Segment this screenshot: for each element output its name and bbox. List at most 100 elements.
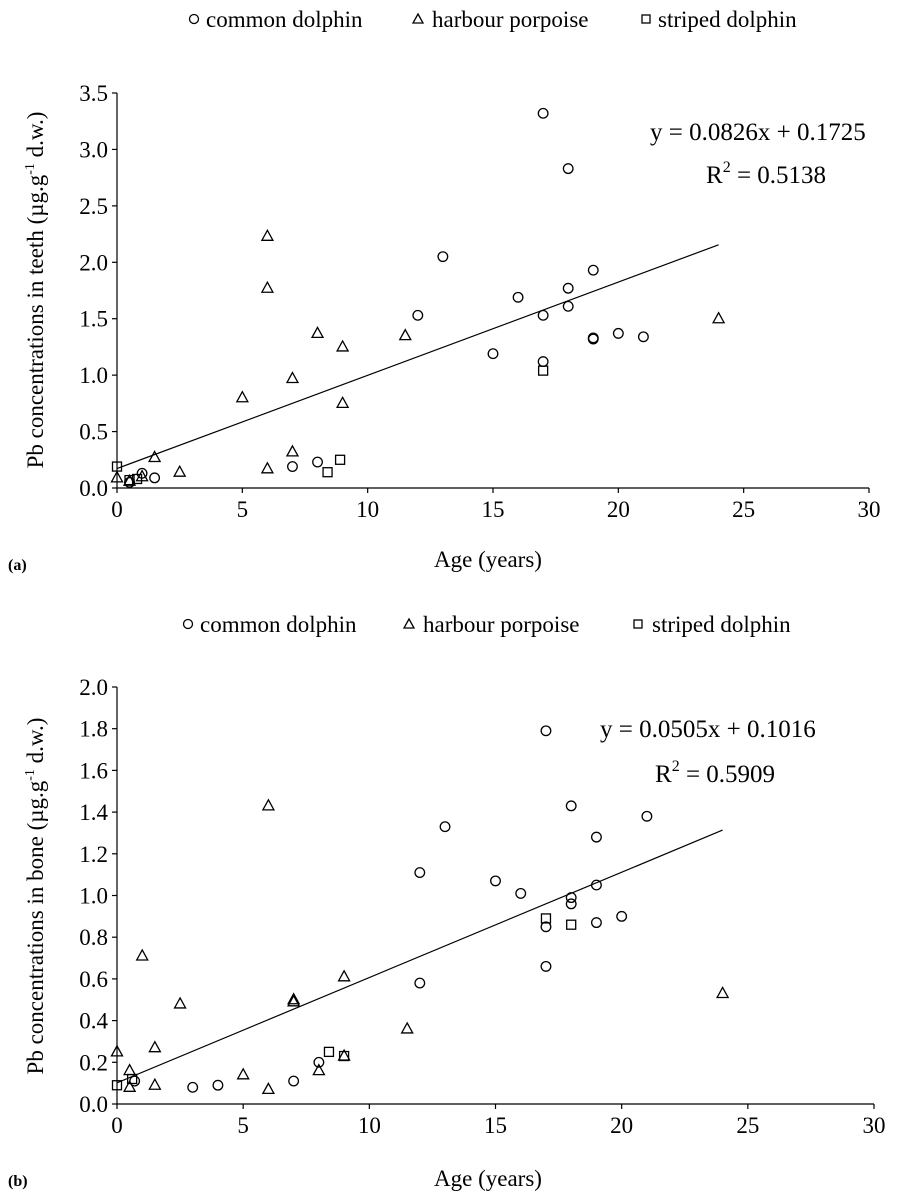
x-tick-label: 0 (111, 497, 123, 522)
panel-label-b: (b) (8, 1173, 28, 1190)
x-tick-label: 20 (610, 1113, 633, 1138)
point-common-dolphin (414, 867, 426, 879)
point-common-dolphin (616, 910, 628, 922)
point-common-dolphin (439, 821, 451, 833)
legend-marker-common-dolphin (182, 618, 194, 630)
point-striped-dolphin (111, 1080, 123, 1091)
legend-marker-harbour-porpoise (402, 617, 416, 629)
point-striped-dolphin (338, 1050, 350, 1062)
y-tick-label: 0.5 (79, 420, 108, 445)
point-harbour-porpoise (110, 1044, 124, 1057)
r-squared-a: R2 = 0.5138 (706, 159, 826, 189)
point-common-dolphin (565, 892, 577, 904)
point-common-dolphin (437, 251, 449, 263)
point-harbour-porpoise (123, 1063, 137, 1076)
x-tick-label: 10 (356, 497, 379, 522)
point-common-dolphin (540, 725, 552, 737)
panel-a: common dolphin harbour porpoise striped … (8, 7, 881, 574)
point-harbour-porpoise (260, 461, 274, 474)
point-striped-dolphin (323, 1046, 335, 1058)
point-common-dolphin (565, 800, 577, 812)
r-squared-b: R2 = 0.5909 (655, 758, 775, 788)
point-common-dolphin (590, 917, 602, 929)
point-harbour-porpoise (235, 390, 249, 403)
point-striped-dolphin (131, 473, 143, 485)
y-tick-label: 1.6 (79, 758, 108, 783)
point-common-dolphin (487, 348, 499, 360)
x-tick-label: 25 (736, 1113, 759, 1138)
point-harbour-porpoise (712, 311, 726, 324)
x-tick-label: 15 (484, 1113, 507, 1138)
point-common-dolphin (313, 1056, 325, 1068)
point-harbour-porpoise (287, 992, 301, 1005)
y-tick-label: 2.0 (79, 250, 108, 275)
y-axis-title-b: Pb concentrations in bone (µg.g-1 d.w.) (23, 718, 48, 1075)
point-harbour-porpoise (285, 371, 300, 384)
legend-label-harbour-porpoise: harbour porpoise (423, 612, 580, 637)
point-striped-dolphin (537, 365, 549, 376)
legend-b: common dolphin harbour porpoise striped … (182, 612, 791, 637)
point-common-dolphin (288, 1075, 300, 1087)
point-harbour-porpoise (310, 326, 325, 339)
point-common-dolphin (537, 107, 549, 119)
y-axis-a: 0.0 0.5 1.0 1.5 2.0 2.5 3.0 3.5 (79, 81, 118, 501)
point-harbour-porpoise (285, 444, 300, 457)
legend-marker-striped-dolphin (633, 619, 643, 629)
point-common-dolphin (414, 977, 426, 989)
point-common-dolphin (515, 887, 527, 899)
y-tick-label: 0.6 (79, 967, 108, 992)
x-tick-label: 15 (482, 497, 505, 522)
point-common-dolphin (562, 163, 574, 175)
point-common-dolphin (537, 309, 549, 321)
point-harbour-porpoise (260, 280, 274, 293)
y-axis-b: 0.0 0.2 0.4 0.6 0.8 1.0 1.2 1.4 1.6 1.8 2.0 (79, 675, 118, 1117)
point-harbour-porpoise (148, 1077, 162, 1090)
trendline-equation-a: y = 0.0826x + 0.1725 (650, 119, 866, 146)
x-tick-label: 0 (111, 1113, 123, 1138)
y-tick-label: 0.0 (79, 476, 108, 501)
point-striped-dolphin (540, 913, 552, 924)
y-tick-label: 1.4 (79, 800, 108, 825)
point-striped-dolphin (126, 1073, 138, 1085)
point-harbour-porpoise (336, 396, 350, 409)
point-harbour-porpoise (173, 464, 187, 477)
y-tick-label: 0.0 (79, 1092, 108, 1117)
point-striped-dolphin (111, 461, 123, 472)
point-common-dolphin (562, 282, 574, 294)
x-axis-a: 0 5 10 15 20 25 30 (111, 487, 881, 522)
y-tick-label: 2.5 (79, 194, 108, 219)
point-common-dolphin (540, 921, 552, 933)
x-tick-label: 30 (863, 1113, 886, 1138)
point-harbour-porpoise (261, 798, 275, 811)
point-striped-dolphin (124, 474, 135, 486)
points-b (110, 725, 730, 1095)
point-common-dolphin (212, 1079, 224, 1091)
trendline (116, 829, 723, 1084)
trendline (116, 244, 719, 470)
point-common-dolphin (590, 831, 602, 843)
point-common-dolphin (612, 327, 624, 339)
legend-label-striped-dolphin: striped dolphin (652, 612, 791, 637)
legend-label-striped-dolphin: striped dolphin (658, 7, 797, 32)
x-axis-title-b: Age (years) (434, 1166, 542, 1191)
y-tick-label: 1.0 (79, 363, 108, 388)
points-a (110, 107, 726, 488)
y-tick-label: 1.5 (79, 307, 108, 332)
y-tick-label: 1.0 (79, 884, 108, 909)
point-common-dolphin (537, 356, 549, 368)
panel-label-a: (a) (8, 557, 27, 574)
y-tick-label: 0.4 (79, 1009, 108, 1034)
y-tick-label: 1.2 (79, 842, 108, 867)
legend-marker-striped-dolphin (641, 14, 651, 24)
point-harbour-porpoise (287, 994, 301, 1007)
point-common-dolphin (540, 960, 552, 972)
point-harbour-porpoise (261, 1082, 275, 1095)
point-striped-dolphin (566, 919, 577, 930)
x-tick-label: 5 (237, 1113, 249, 1138)
point-harbour-porpoise (123, 1079, 137, 1092)
point-common-dolphin (587, 264, 599, 276)
trendline-equation-b: y = 0.0505x + 0.1016 (600, 716, 816, 743)
x-axis-title-a: Age (years) (434, 547, 542, 572)
y-tick-label: 3.0 (79, 137, 108, 162)
y-tick-label: 0.8 (79, 925, 108, 950)
